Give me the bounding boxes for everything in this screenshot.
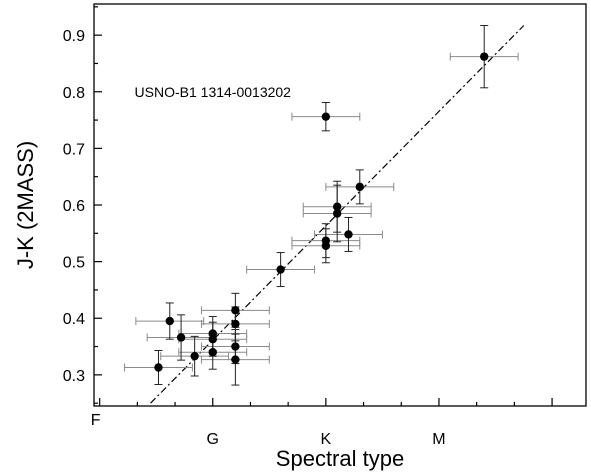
x-tick-label-M: M [432,431,445,448]
data-point-15 [332,202,342,211]
x-axis-title: Spectral type [276,446,404,471]
data-point-16 [332,209,342,218]
data-point-3 [176,333,186,342]
data-point-9 [231,319,240,329]
data-point-14 [321,241,331,250]
y-tick-label: 0.3 [63,368,85,385]
data-point-17 [344,230,353,239]
data-point-1 [154,363,163,372]
y-tick-label: 0.8 [63,85,85,102]
y-axis-title: J-K (2MASS) [13,141,38,269]
data-point-2 [165,316,174,326]
data-point-6 [208,334,217,344]
y-tick-label: 0.7 [63,141,85,158]
y-tick-label: 0.9 [63,28,85,45]
y-tick-label: 0.4 [63,311,85,328]
data-point-20 [480,52,489,61]
data-point-18 [355,182,364,192]
data-point-7 [208,348,217,357]
data-point-11 [231,355,240,364]
y-tick-label: 0.6 [63,198,85,215]
data-point-19 [321,112,331,121]
x-tick-label-K: K [321,431,332,448]
y-tick-label: 0.5 [63,255,85,272]
data-point-8 [231,306,240,315]
x-tick-label-G: G [207,431,219,448]
data-point-10 [231,342,240,351]
x-tick-label-F: F [91,412,101,429]
data-point-12 [276,265,285,274]
data-point-4 [190,351,199,361]
annotation-label: USNO-B1 1314-0013202 [135,84,292,100]
